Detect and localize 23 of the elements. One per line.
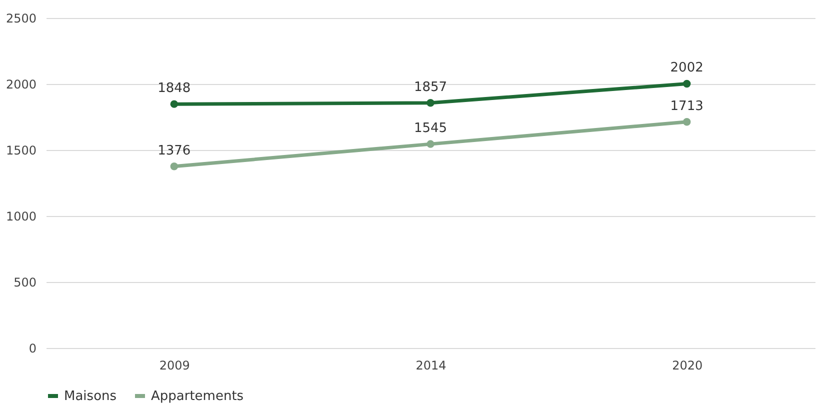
x-tick-label: 2020 (672, 358, 703, 372)
data-label: 1713 (670, 98, 704, 114)
point (170, 100, 178, 108)
data-label: 1857 (414, 80, 448, 95)
point (682, 118, 691, 126)
point (426, 99, 434, 107)
point (426, 140, 434, 148)
data-label: 2002 (670, 60, 704, 76)
x-tick-label: 2014 (416, 358, 446, 372)
data-label: 1376 (158, 143, 191, 158)
y-tick-label: 500 (14, 276, 36, 290)
legend-label: Appartements (151, 389, 244, 404)
point (682, 80, 691, 88)
y-tick-label: 1500 (6, 144, 36, 158)
y-tick-label: 0 (28, 342, 36, 356)
x-tick-label: 2009 (159, 358, 190, 372)
data-label: 1848 (158, 81, 191, 96)
y-tick-label: 2500 (6, 12, 36, 26)
legend-label: Maisons (64, 389, 117, 404)
data-label: 1545 (414, 121, 448, 136)
point (170, 162, 178, 170)
y-tick-label: 2000 (6, 78, 36, 92)
y-tick-label: 1000 (6, 210, 36, 224)
